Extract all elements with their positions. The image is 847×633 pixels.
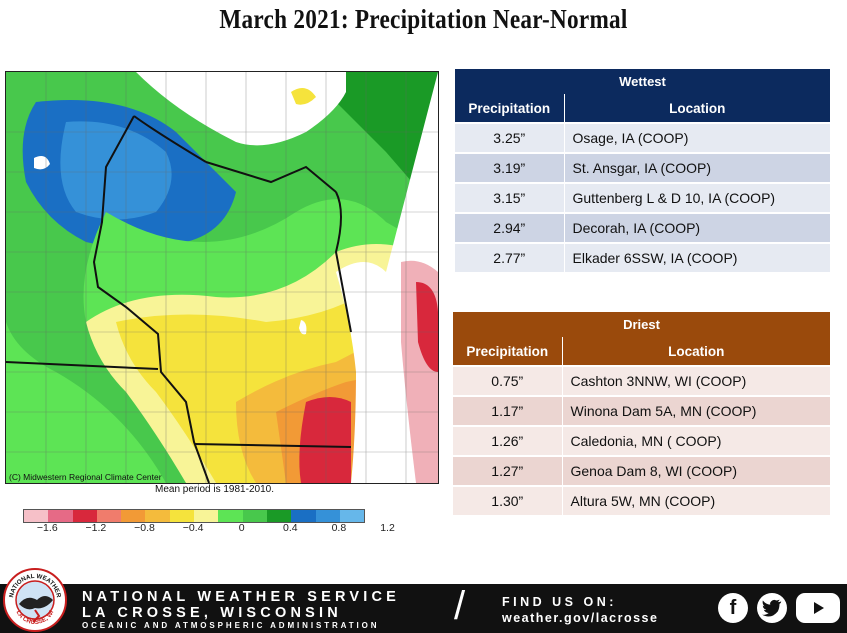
location-value: Decorah, IA (COOP) bbox=[564, 213, 830, 243]
location-value: St. Ansgar, IA (COOP) bbox=[564, 153, 830, 183]
precip-value: 0.75” bbox=[453, 366, 563, 396]
page-title: March 2021: Precipitation Near-Normal bbox=[219, 4, 628, 34]
legend-swatch bbox=[291, 510, 316, 522]
youtube-icon[interactable] bbox=[796, 593, 840, 623]
location-value: Caledonia, MN ( COOP) bbox=[562, 426, 831, 456]
mean-period-note: Mean period is 1981-2010. bbox=[155, 484, 274, 495]
map-credit: (C) Midwestern Regional Climate Center bbox=[9, 472, 162, 482]
location-value: Winona Dam 5A, MN (COOP) bbox=[562, 396, 831, 426]
driest-table: Driest Precipitation Location 0.75” Casht… bbox=[453, 312, 831, 515]
driest-col-location: Location bbox=[668, 343, 725, 359]
location-value: Genoa Dam 8, WI (COOP) bbox=[562, 456, 831, 486]
legend-tick-label: −0.8 bbox=[134, 522, 155, 534]
map-graphic bbox=[6, 72, 438, 483]
legend-swatch bbox=[218, 510, 243, 522]
table-row: 1.27” Genoa Dam 8, WI (COOP) bbox=[453, 456, 831, 486]
legend-swatch bbox=[194, 510, 219, 522]
table-row: 3.15” Guttenberg L & D 10, IA (COOP) bbox=[455, 183, 830, 213]
footer-agency: OCEANIC AND ATMOSPHERIC ADMINISTRATION bbox=[82, 621, 380, 630]
legend-tick-label: 0.4 bbox=[282, 522, 298, 534]
table-row: 2.77” Elkader 6SSW, IA (COOP) bbox=[455, 243, 830, 272]
legend-swatch bbox=[169, 510, 195, 522]
legend-tick-label: 0 bbox=[238, 522, 245, 534]
legend-swatch bbox=[72, 510, 97, 522]
legend-swatch bbox=[121, 510, 146, 522]
location-value: Osage, IA (COOP) bbox=[564, 123, 830, 153]
wettest-title: Wettest bbox=[455, 69, 830, 94]
table-row: 1.17” Winona Dam 5A, MN (COOP) bbox=[453, 396, 831, 426]
legend-swatch bbox=[145, 510, 170, 522]
legend-tick-label: −1.6 bbox=[36, 522, 58, 534]
table-row: 3.19” St. Ansgar, IA (COOP) bbox=[455, 153, 830, 183]
table-row: 2.94” Decorah, IA (COOP) bbox=[455, 213, 830, 243]
precip-value: 2.94” bbox=[455, 213, 565, 243]
legend-swatch bbox=[48, 510, 73, 522]
driest-col-precipitation: Precipitation bbox=[453, 337, 563, 366]
legend-tick-label: 1.2 bbox=[380, 522, 395, 534]
footer-office: LA CROSSE, WISCONSIN bbox=[82, 605, 342, 621]
precip-value: 2.77” bbox=[455, 243, 565, 272]
footer-org-name: NATIONAL WEATHER SERVICE bbox=[82, 589, 401, 605]
location-value: Cashton 3NNW, WI (COOP) bbox=[562, 366, 831, 396]
color-scale-ticks: −1.6 −1.2 −0.8 −0.4 0 0.4 0.8 1.2 bbox=[0, 522, 440, 538]
wettest-col-precipitation: Precipitation bbox=[455, 94, 565, 123]
legend-swatch bbox=[242, 510, 267, 522]
precipitation-anomaly-map: (C) Midwestern Regional Climate Center bbox=[5, 71, 439, 484]
location-value: Altura 5W, MN (COOP) bbox=[562, 486, 831, 515]
website-link[interactable]: weather.gov/lacrosse bbox=[502, 611, 659, 625]
legend-swatch bbox=[266, 510, 292, 522]
facebook-icon[interactable]: f bbox=[718, 593, 748, 623]
table-row: 0.75” Cashton 3NNW, WI (COOP) bbox=[453, 366, 831, 396]
twitter-icon[interactable] bbox=[757, 593, 787, 623]
legend-tick-label: −0.4 bbox=[182, 522, 204, 534]
wettest-table: Wettest Precipitation Location 3.25” Osag… bbox=[455, 69, 830, 272]
footer-banner: NATIONAL WEATHER LA CROSSE, WI NATIONAL … bbox=[0, 568, 847, 633]
precip-value: 1.27” bbox=[453, 456, 563, 486]
location-value: Elkader 6SSW, IA (COOP) bbox=[564, 243, 830, 272]
legend-tick-label: 0.8 bbox=[331, 522, 347, 534]
legend-swatch bbox=[339, 510, 365, 522]
precip-value: 3.19” bbox=[455, 153, 565, 183]
precip-value: 3.15” bbox=[455, 183, 565, 213]
precip-value: 1.17” bbox=[453, 396, 563, 426]
legend-swatch bbox=[24, 510, 49, 522]
legend-swatch bbox=[96, 510, 122, 522]
wettest-col-location: Location bbox=[669, 100, 726, 116]
table-row: 3.25” Osage, IA (COOP) bbox=[455, 123, 830, 153]
footer-divider: / bbox=[454, 584, 466, 628]
precip-value: 1.26” bbox=[453, 426, 563, 456]
precip-value: 1.30” bbox=[453, 486, 563, 515]
table-row: 1.30” Altura 5W, MN (COOP) bbox=[453, 486, 831, 515]
precip-value: 3.25” bbox=[455, 123, 565, 153]
color-scale-legend bbox=[23, 509, 366, 523]
driest-title: Driest bbox=[453, 312, 831, 337]
nws-logo: NATIONAL WEATHER LA CROSSE, WI bbox=[3, 568, 67, 632]
table-row: 1.26” Caledonia, MN ( COOP) bbox=[453, 426, 831, 456]
location-value: Guttenberg L & D 10, IA (COOP) bbox=[564, 183, 830, 213]
legend-swatch bbox=[315, 510, 340, 522]
find-us-label: FIND US ON: bbox=[502, 595, 617, 609]
legend-tick-label: −1.2 bbox=[85, 522, 107, 534]
